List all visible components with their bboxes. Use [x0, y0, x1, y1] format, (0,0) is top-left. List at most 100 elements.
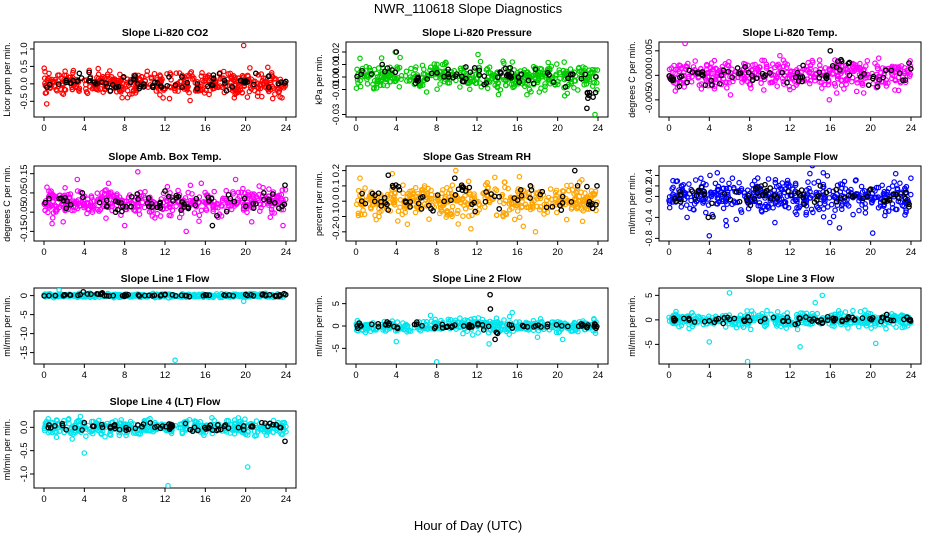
reference-point — [242, 291, 249, 298]
data-point — [457, 65, 464, 72]
reference-point — [709, 82, 715, 88]
reference-point — [358, 198, 365, 204]
reference-point — [677, 192, 684, 198]
data-point — [234, 199, 240, 206]
data-point — [157, 92, 163, 98]
data-point — [692, 177, 699, 183]
reference-point — [515, 74, 522, 80]
reference-point — [677, 198, 684, 205]
x-tick-label: 12 — [160, 123, 171, 134]
data-point — [894, 185, 901, 192]
reference-point — [42, 199, 49, 206]
y-tick-label: -0.5 — [19, 93, 30, 109]
data-point — [62, 185, 68, 191]
reference-point — [721, 315, 728, 321]
data-point — [787, 183, 793, 189]
reference-point — [666, 73, 673, 79]
reference-point — [382, 322, 389, 328]
data-point — [243, 205, 250, 212]
data-point — [864, 71, 871, 78]
data-point — [366, 65, 373, 71]
reference-point — [112, 209, 119, 216]
data-point — [784, 310, 791, 316]
data-point — [56, 72, 63, 78]
reference-point — [281, 290, 287, 297]
reference-point — [135, 292, 142, 298]
data-point — [819, 292, 826, 299]
x-tick-label: 0 — [353, 247, 358, 258]
data-point — [215, 84, 222, 91]
reference-point — [476, 72, 483, 78]
data-point — [882, 80, 889, 86]
reference-point — [252, 70, 259, 77]
data-point — [719, 177, 725, 184]
data-point — [87, 202, 94, 209]
reference-point — [494, 74, 501, 81]
data-point — [449, 182, 456, 189]
data-point — [439, 187, 446, 193]
data-point — [142, 195, 148, 201]
data-point — [135, 169, 141, 175]
data-point — [547, 186, 554, 192]
reference-point — [485, 323, 492, 330]
reference-point — [557, 202, 563, 209]
data-point — [768, 79, 775, 86]
data-point — [506, 313, 513, 320]
reference-point — [482, 198, 489, 205]
data-point — [574, 185, 581, 191]
data-point — [836, 225, 843, 231]
x-tick-label: 12 — [472, 123, 483, 134]
data-point — [394, 218, 401, 224]
y-tick-label: 5 — [331, 301, 342, 306]
x-tick-label: 24 — [281, 247, 292, 258]
data-point — [462, 317, 468, 323]
reference-point — [568, 199, 575, 205]
reference-point — [861, 71, 867, 77]
reference-point — [815, 318, 822, 325]
data-point — [715, 186, 722, 193]
data-point — [568, 182, 574, 189]
reference-point — [419, 193, 426, 200]
data-point — [720, 205, 727, 212]
reference-point — [736, 70, 742, 77]
data-point — [907, 63, 914, 69]
data-point — [537, 315, 544, 322]
reference-point — [493, 329, 500, 336]
reference-point — [898, 190, 904, 197]
data-point — [729, 175, 736, 182]
reference-point — [767, 185, 774, 191]
data-point — [832, 57, 838, 63]
data-point — [875, 55, 882, 62]
data-point — [89, 209, 96, 216]
reference-point — [88, 291, 94, 297]
data-point — [706, 339, 713, 345]
data-point — [228, 206, 235, 213]
reference-point — [543, 204, 550, 211]
data-point — [842, 309, 849, 315]
data-point — [53, 434, 60, 441]
data-point — [714, 201, 721, 207]
reference-point — [838, 56, 844, 63]
data-point — [720, 185, 727, 192]
data-point — [84, 210, 90, 217]
reference-point — [733, 189, 740, 195]
data-point — [842, 321, 849, 328]
reference-point — [266, 196, 272, 203]
reference-point — [179, 74, 185, 80]
reference-point — [785, 318, 792, 325]
data-point — [711, 57, 718, 64]
reference-point — [751, 196, 758, 202]
reference-point — [517, 187, 524, 193]
reference-point — [459, 78, 466, 85]
data-point — [898, 63, 905, 69]
reference-point — [434, 192, 441, 198]
data-point — [491, 174, 498, 181]
reference-point — [152, 79, 158, 86]
data-point — [132, 207, 138, 213]
y-tick-label: 0.4 — [644, 169, 655, 182]
panel-ylabel: Licor ppm per min. — [2, 42, 12, 117]
reference-point — [721, 190, 728, 197]
x-tick-label: 0 — [41, 247, 46, 258]
data-point — [219, 84, 225, 91]
